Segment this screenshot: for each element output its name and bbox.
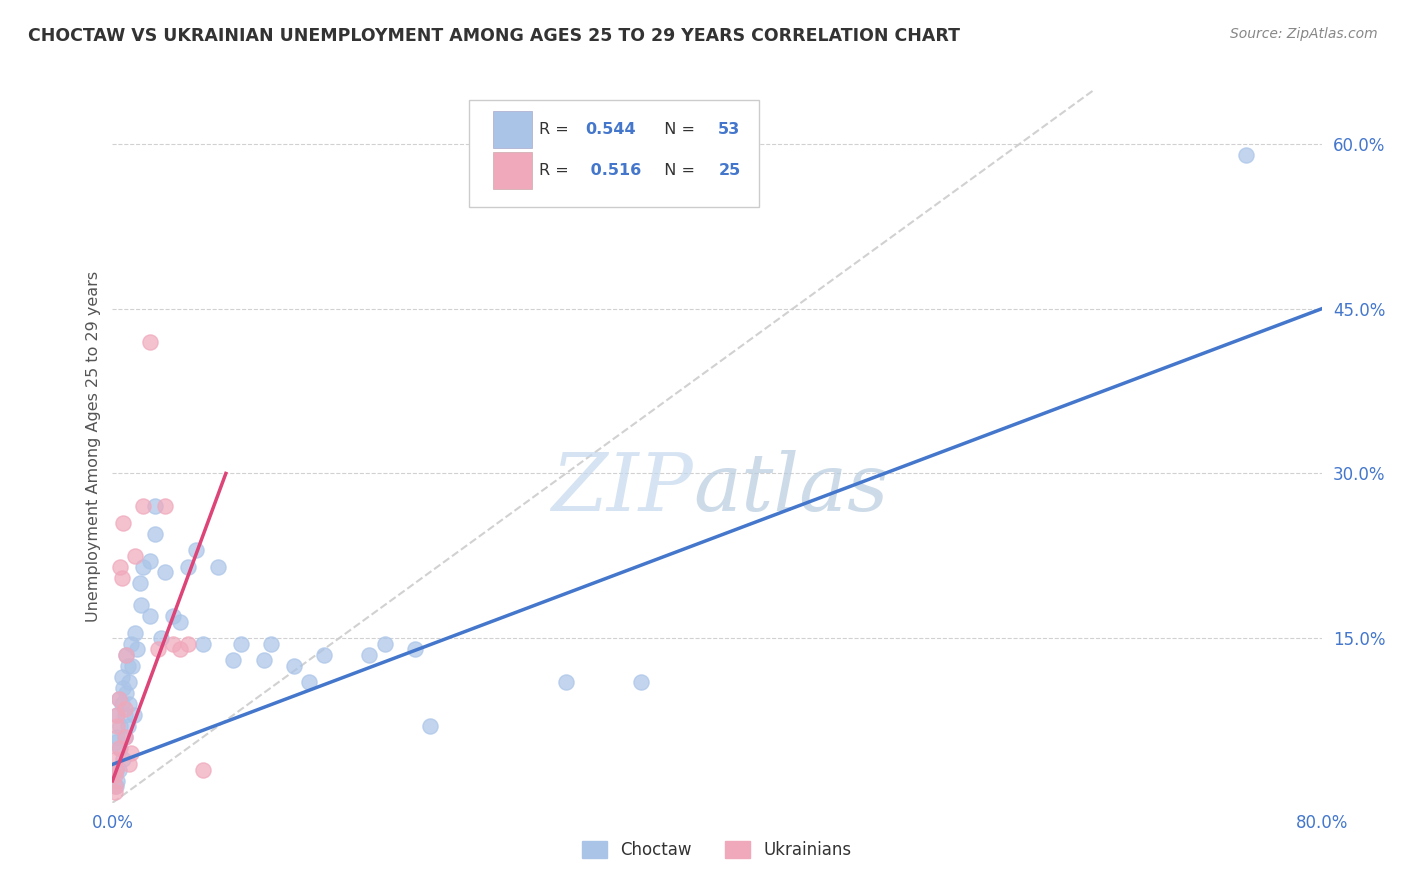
Point bbox=[107, 763, 129, 777]
Point bbox=[104, 752, 127, 766]
Point bbox=[132, 559, 155, 574]
Point bbox=[110, 571, 132, 585]
Point bbox=[110, 669, 132, 683]
Point bbox=[253, 653, 276, 667]
Point bbox=[120, 637, 142, 651]
Point bbox=[104, 780, 127, 794]
FancyBboxPatch shape bbox=[470, 100, 759, 207]
Point bbox=[359, 648, 381, 662]
FancyBboxPatch shape bbox=[494, 152, 531, 189]
Text: R =: R = bbox=[540, 163, 574, 178]
Point bbox=[115, 648, 138, 662]
Point bbox=[122, 708, 145, 723]
Point bbox=[114, 730, 136, 744]
Text: 25: 25 bbox=[718, 163, 741, 178]
Text: atlas: atlas bbox=[693, 450, 889, 527]
Point bbox=[314, 648, 336, 662]
Point bbox=[374, 637, 396, 651]
Text: CHOCTAW VS UKRAINIAN UNEMPLOYMENT AMONG AGES 25 TO 29 YEARS CORRELATION CHART: CHOCTAW VS UKRAINIAN UNEMPLOYMENT AMONG … bbox=[28, 27, 960, 45]
Point bbox=[283, 658, 305, 673]
Point bbox=[139, 554, 162, 568]
Point bbox=[105, 708, 128, 723]
Point bbox=[260, 637, 283, 651]
Point bbox=[177, 559, 200, 574]
Point bbox=[229, 637, 252, 651]
Point bbox=[124, 625, 146, 640]
Point bbox=[115, 686, 138, 700]
Text: N =: N = bbox=[654, 163, 700, 178]
Point bbox=[125, 642, 148, 657]
Point bbox=[118, 757, 141, 772]
Point bbox=[207, 559, 229, 574]
Point bbox=[139, 609, 162, 624]
Point bbox=[105, 708, 128, 723]
Legend: Choctaw, Ukrainians: Choctaw, Ukrainians bbox=[575, 834, 859, 866]
Point bbox=[104, 785, 127, 799]
Point bbox=[169, 615, 191, 629]
Point bbox=[222, 653, 245, 667]
Point bbox=[630, 675, 652, 690]
Point bbox=[105, 730, 128, 744]
Y-axis label: Unemployment Among Ages 25 to 29 years: Unemployment Among Ages 25 to 29 years bbox=[86, 270, 101, 622]
Point bbox=[132, 500, 155, 514]
Point bbox=[184, 543, 207, 558]
Point bbox=[114, 708, 136, 723]
Point bbox=[104, 763, 127, 777]
Point bbox=[104, 763, 127, 777]
Point bbox=[124, 549, 146, 563]
Point bbox=[105, 773, 128, 788]
Text: ZIP: ZIP bbox=[551, 450, 693, 527]
Point bbox=[107, 740, 129, 755]
Text: 0.544: 0.544 bbox=[585, 122, 636, 137]
Point bbox=[115, 648, 138, 662]
Point bbox=[110, 697, 132, 711]
Text: 53: 53 bbox=[718, 122, 741, 137]
Point bbox=[117, 719, 139, 733]
Point bbox=[112, 516, 135, 530]
Point bbox=[162, 609, 184, 624]
Point bbox=[108, 740, 131, 755]
Point bbox=[117, 658, 139, 673]
Point bbox=[554, 675, 576, 690]
Point bbox=[104, 768, 127, 782]
Point bbox=[104, 780, 127, 794]
Point bbox=[128, 576, 150, 591]
FancyBboxPatch shape bbox=[494, 112, 531, 148]
Point bbox=[118, 697, 141, 711]
Point bbox=[108, 719, 131, 733]
Point bbox=[169, 642, 191, 657]
Point bbox=[404, 642, 426, 657]
Point bbox=[112, 681, 135, 695]
Point bbox=[162, 637, 184, 651]
Point bbox=[191, 763, 215, 777]
Point bbox=[419, 719, 441, 733]
Text: 0.516: 0.516 bbox=[585, 163, 641, 178]
Point bbox=[107, 691, 129, 706]
Point bbox=[1234, 148, 1257, 162]
Point bbox=[146, 642, 169, 657]
Point bbox=[143, 500, 166, 514]
Text: R =: R = bbox=[540, 122, 574, 137]
Point bbox=[114, 702, 136, 716]
Point bbox=[298, 675, 321, 690]
Point bbox=[155, 566, 177, 580]
Text: N =: N = bbox=[654, 122, 700, 137]
Point bbox=[114, 730, 136, 744]
Point bbox=[118, 675, 141, 690]
Text: Source: ZipAtlas.com: Source: ZipAtlas.com bbox=[1230, 27, 1378, 41]
Point bbox=[149, 631, 172, 645]
Point bbox=[177, 637, 200, 651]
Point bbox=[112, 752, 135, 766]
Point bbox=[155, 500, 177, 514]
Point bbox=[105, 719, 128, 733]
Point bbox=[104, 735, 127, 749]
Point bbox=[139, 334, 162, 349]
Point bbox=[129, 598, 152, 612]
Point bbox=[121, 658, 143, 673]
Point bbox=[191, 637, 215, 651]
Point bbox=[108, 559, 131, 574]
Point bbox=[107, 691, 129, 706]
Point bbox=[120, 747, 142, 761]
Point bbox=[143, 526, 166, 541]
